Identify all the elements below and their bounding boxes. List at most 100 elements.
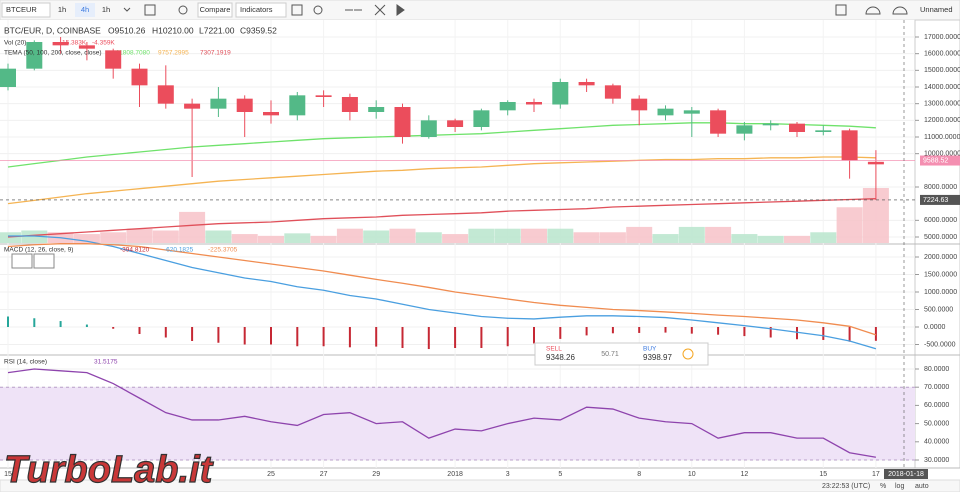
volume-bar <box>678 226 705 243</box>
volume-bar <box>126 228 153 243</box>
interval[interactable]: 1h <box>58 5 66 14</box>
volume-value: 15.383K <box>62 40 87 47</box>
candle-body <box>420 120 437 137</box>
macd-value: -394.8120 <box>120 247 150 254</box>
compare[interactable]: Compare <box>200 5 231 14</box>
candle-body <box>657 108 674 116</box>
crosshair-label: 7224.63 <box>923 197 948 204</box>
candle-body <box>26 42 43 69</box>
macd-histogram <box>480 327 483 348</box>
volume-bar <box>731 234 758 243</box>
candle-body <box>710 110 727 134</box>
volume-bar <box>494 228 521 243</box>
candle-body <box>0 68 16 87</box>
layout-name[interactable]: Unnamed <box>920 5 953 14</box>
log-toggle[interactable]: log <box>895 483 904 490</box>
indicators[interactable]: Indicators <box>240 5 273 14</box>
ohlc-low: L7221.00 <box>199 25 235 35</box>
auto-toggle[interactable]: auto <box>915 483 929 490</box>
macd-histogram <box>611 327 614 334</box>
volume-bar <box>599 232 626 243</box>
rsi-band <box>0 387 915 460</box>
volume-bar <box>573 232 600 243</box>
grid <box>0 20 919 468</box>
y-tick-label: 14000.0000 <box>924 84 960 91</box>
ohlc-close: C9359.52 <box>240 25 277 35</box>
interval[interactable]: 1h <box>102 5 110 14</box>
symbol[interactable]: BTCEUR <box>6 5 37 14</box>
sell-label[interactable]: SELL <box>546 346 562 353</box>
candle-body <box>157 85 174 104</box>
y-tick-label: 8000.0000 <box>924 184 957 191</box>
candle-body <box>867 161 884 165</box>
interval[interactable]: 4h <box>81 5 89 14</box>
chart-title: BTC/EUR, D, COINBASE <box>4 25 101 35</box>
dropdown-icon[interactable] <box>123 7 131 12</box>
volume-bar <box>652 234 679 243</box>
pane-tools <box>11 253 55 269</box>
macd-histogram <box>638 327 641 333</box>
x-tick-label: 29 <box>372 471 380 478</box>
info-icon[interactable] <box>682 348 694 360</box>
volume-bar <box>784 235 810 243</box>
y-tick-label: 13000.0000 <box>924 101 960 108</box>
symbol-box[interactable] <box>1 2 51 18</box>
y-tick-label: 1500.0000 <box>924 271 957 278</box>
indicators-button[interactable] <box>235 2 287 18</box>
crosshair-date: 2018-01-18 <box>888 471 924 478</box>
macd-signal <box>7 243 877 336</box>
candle-body <box>499 102 516 111</box>
last-price-label-bg <box>920 155 960 166</box>
volume-bar <box>152 230 179 243</box>
tema-legend: 7307.1919 <box>200 50 231 57</box>
sell-price[interactable]: 9348.26 <box>546 353 575 362</box>
macd-histogram <box>112 327 115 329</box>
compare-button[interactable] <box>197 2 233 18</box>
volume-bar <box>705 226 732 243</box>
candle-body <box>815 130 832 132</box>
macd-histogram <box>85 324 88 327</box>
x-tick-label: 17 <box>872 471 880 478</box>
interval-active <box>75 3 95 17</box>
buy-price[interactable]: 9398.97 <box>643 353 672 362</box>
y-tick-label: 15000.0000 <box>924 67 960 74</box>
volume-bar <box>231 234 258 243</box>
candle-body <box>631 98 648 111</box>
candle-body <box>789 123 805 132</box>
buy-label[interactable]: BUY <box>643 346 657 353</box>
tema-legend: 9757.2995 <box>158 50 189 57</box>
macd-histogram <box>191 327 194 341</box>
plot: 17000.0000 16000.0000 15000.0000 14000.0000… <box>0 20 960 479</box>
macd-histogram <box>375 327 378 347</box>
volume-bar <box>73 234 100 243</box>
macd-histogram <box>717 327 720 335</box>
macd-histogram <box>427 327 430 350</box>
macd-histogram <box>243 327 246 345</box>
macd-title: MACD (12, 26, close, 9) <box>4 247 73 254</box>
x-tick-label: 12 <box>741 471 749 478</box>
macd-histogram <box>506 327 509 347</box>
volume-bar <box>21 230 48 243</box>
volume-title: Vol (20) <box>4 40 26 47</box>
last-price-label: 9588.52 <box>923 157 948 164</box>
macd-histogram <box>585 327 588 336</box>
y-tick-label: 30.0000 <box>924 457 949 464</box>
percent-toggle[interactable]: % <box>880 483 886 490</box>
x-tick-label: 25 <box>267 471 275 478</box>
y-tick-label: 60.0000 <box>924 402 949 409</box>
watermark: TurboLab.it <box>4 449 214 491</box>
candle-body <box>604 85 621 99</box>
x-tick-label: 5 <box>558 471 562 478</box>
volume-bar <box>310 235 337 243</box>
macd-histogram <box>348 327 351 348</box>
x-tick-label: 3 <box>506 471 510 478</box>
y-tick-label: 5000.0000 <box>924 234 957 241</box>
macd-histogram <box>874 327 877 341</box>
macd-histogram <box>401 327 404 348</box>
volume-bar <box>336 228 363 243</box>
y-tick-label: 80.0000 <box>924 366 949 373</box>
crosshair-label-bg <box>920 194 960 205</box>
macd-histogram <box>7 316 9 327</box>
volume-bar <box>521 228 547 243</box>
